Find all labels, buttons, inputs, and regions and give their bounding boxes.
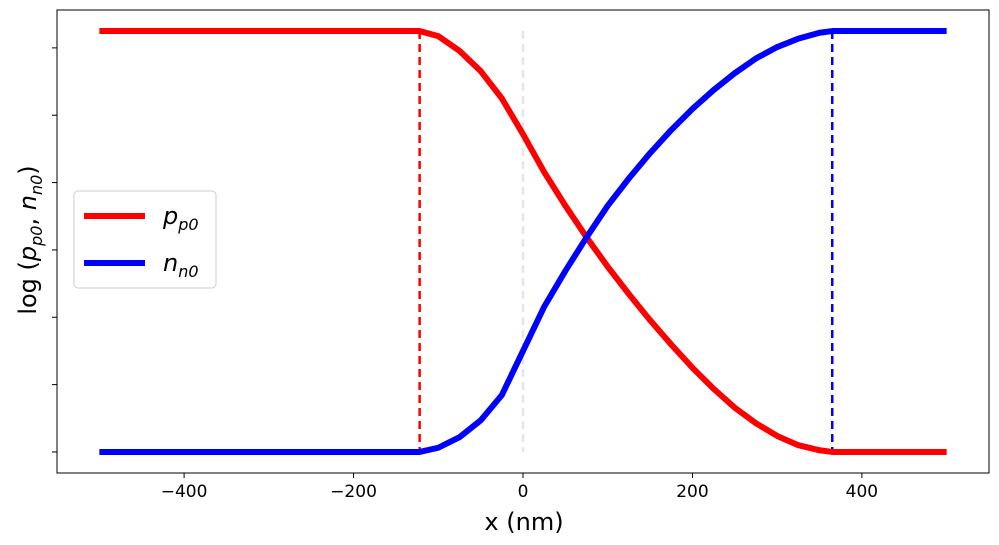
x-tick-label-4: 400 xyxy=(846,482,878,502)
legend-label-p-p0: pp0 xyxy=(162,202,199,234)
x-tick-label-1: −200 xyxy=(330,482,377,502)
series-line-p-p0 xyxy=(99,28,947,455)
x-tick-label-2: 0 xyxy=(518,482,529,502)
x-tick-label-0: −400 xyxy=(161,482,208,502)
x-axis-label: x (nm) xyxy=(484,508,563,536)
legend-label-n-n0: nn0 xyxy=(163,249,199,281)
reference-lines xyxy=(418,31,834,452)
series-group xyxy=(99,28,947,455)
y-axis-label: log (pp0, nn0) xyxy=(14,165,46,314)
x-tick-label-3: 200 xyxy=(676,482,708,502)
legend: pp0 nn0 xyxy=(73,190,217,289)
x-axis-ticks: −400 −200 0 200 400 xyxy=(161,473,878,502)
y-axis-ticks xyxy=(52,47,57,453)
series-line-n-n0 xyxy=(99,28,947,455)
